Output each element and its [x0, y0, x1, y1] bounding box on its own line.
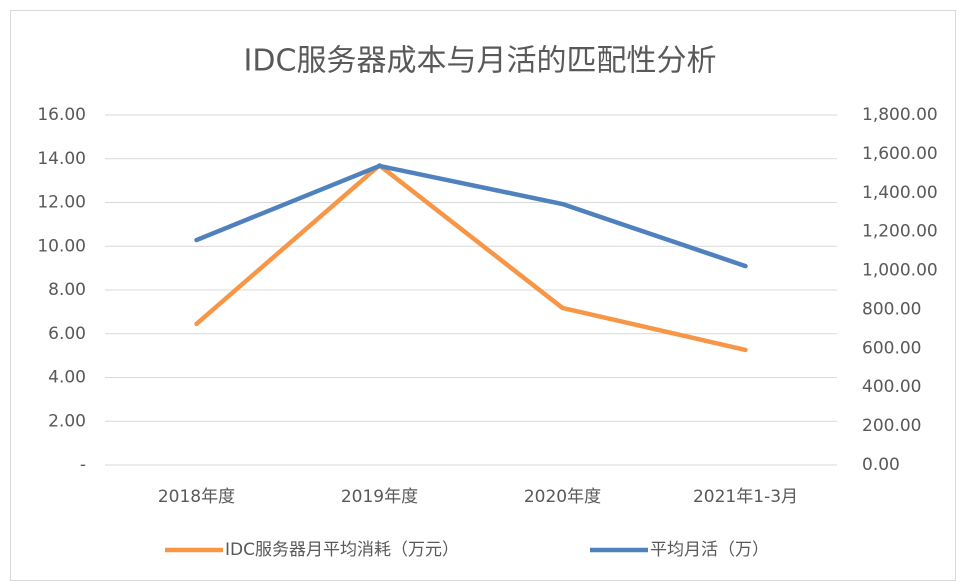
- y2-tick-label: 1,600.00: [862, 144, 938, 164]
- y-tick-label: 8.00: [48, 280, 86, 300]
- y2-tick-label: 1,400.00: [862, 183, 938, 203]
- y2-tick-label: 1,800.00: [862, 105, 938, 125]
- x-tick-label: 2019年度: [341, 487, 418, 507]
- y2-tick-label: 400.00: [862, 377, 921, 397]
- y-tick-label: 14.00: [37, 149, 86, 169]
- legend-label: IDC服务器月平均消耗（万元）: [225, 540, 459, 560]
- y2-tick-label: 200.00: [862, 416, 921, 436]
- x-tick-label: 2018年度: [158, 487, 235, 507]
- y-tick-label: 16.00: [37, 105, 86, 125]
- y2-tick-label: 0.00: [862, 455, 900, 475]
- y2-tick-label: 600.00: [862, 338, 921, 358]
- y-tick-label: 12.00: [37, 193, 86, 213]
- x-tick-label: 2021年1-3月: [693, 487, 798, 507]
- y2-tick-label: 1,200.00: [862, 222, 938, 242]
- y2-tick-label: 1,000.00: [862, 261, 938, 281]
- y2-tick-label: 800.00: [862, 299, 921, 319]
- y-tick-label: -: [80, 455, 86, 475]
- y-tick-label: 2.00: [48, 411, 86, 431]
- y-tick-label: 10.00: [37, 236, 86, 256]
- y-tick-label: 6.00: [48, 324, 86, 344]
- chart-border: [10, 10, 956, 581]
- legend-label: 平均月活（万）: [650, 540, 769, 560]
- series-line: [194, 163, 748, 269]
- x-tick-label: 2020年度: [524, 487, 601, 507]
- chart-title: IDC服务器成本与月活的匹配性分析: [244, 44, 717, 79]
- series-line: [194, 163, 748, 353]
- y-tick-label: 4.00: [48, 368, 86, 388]
